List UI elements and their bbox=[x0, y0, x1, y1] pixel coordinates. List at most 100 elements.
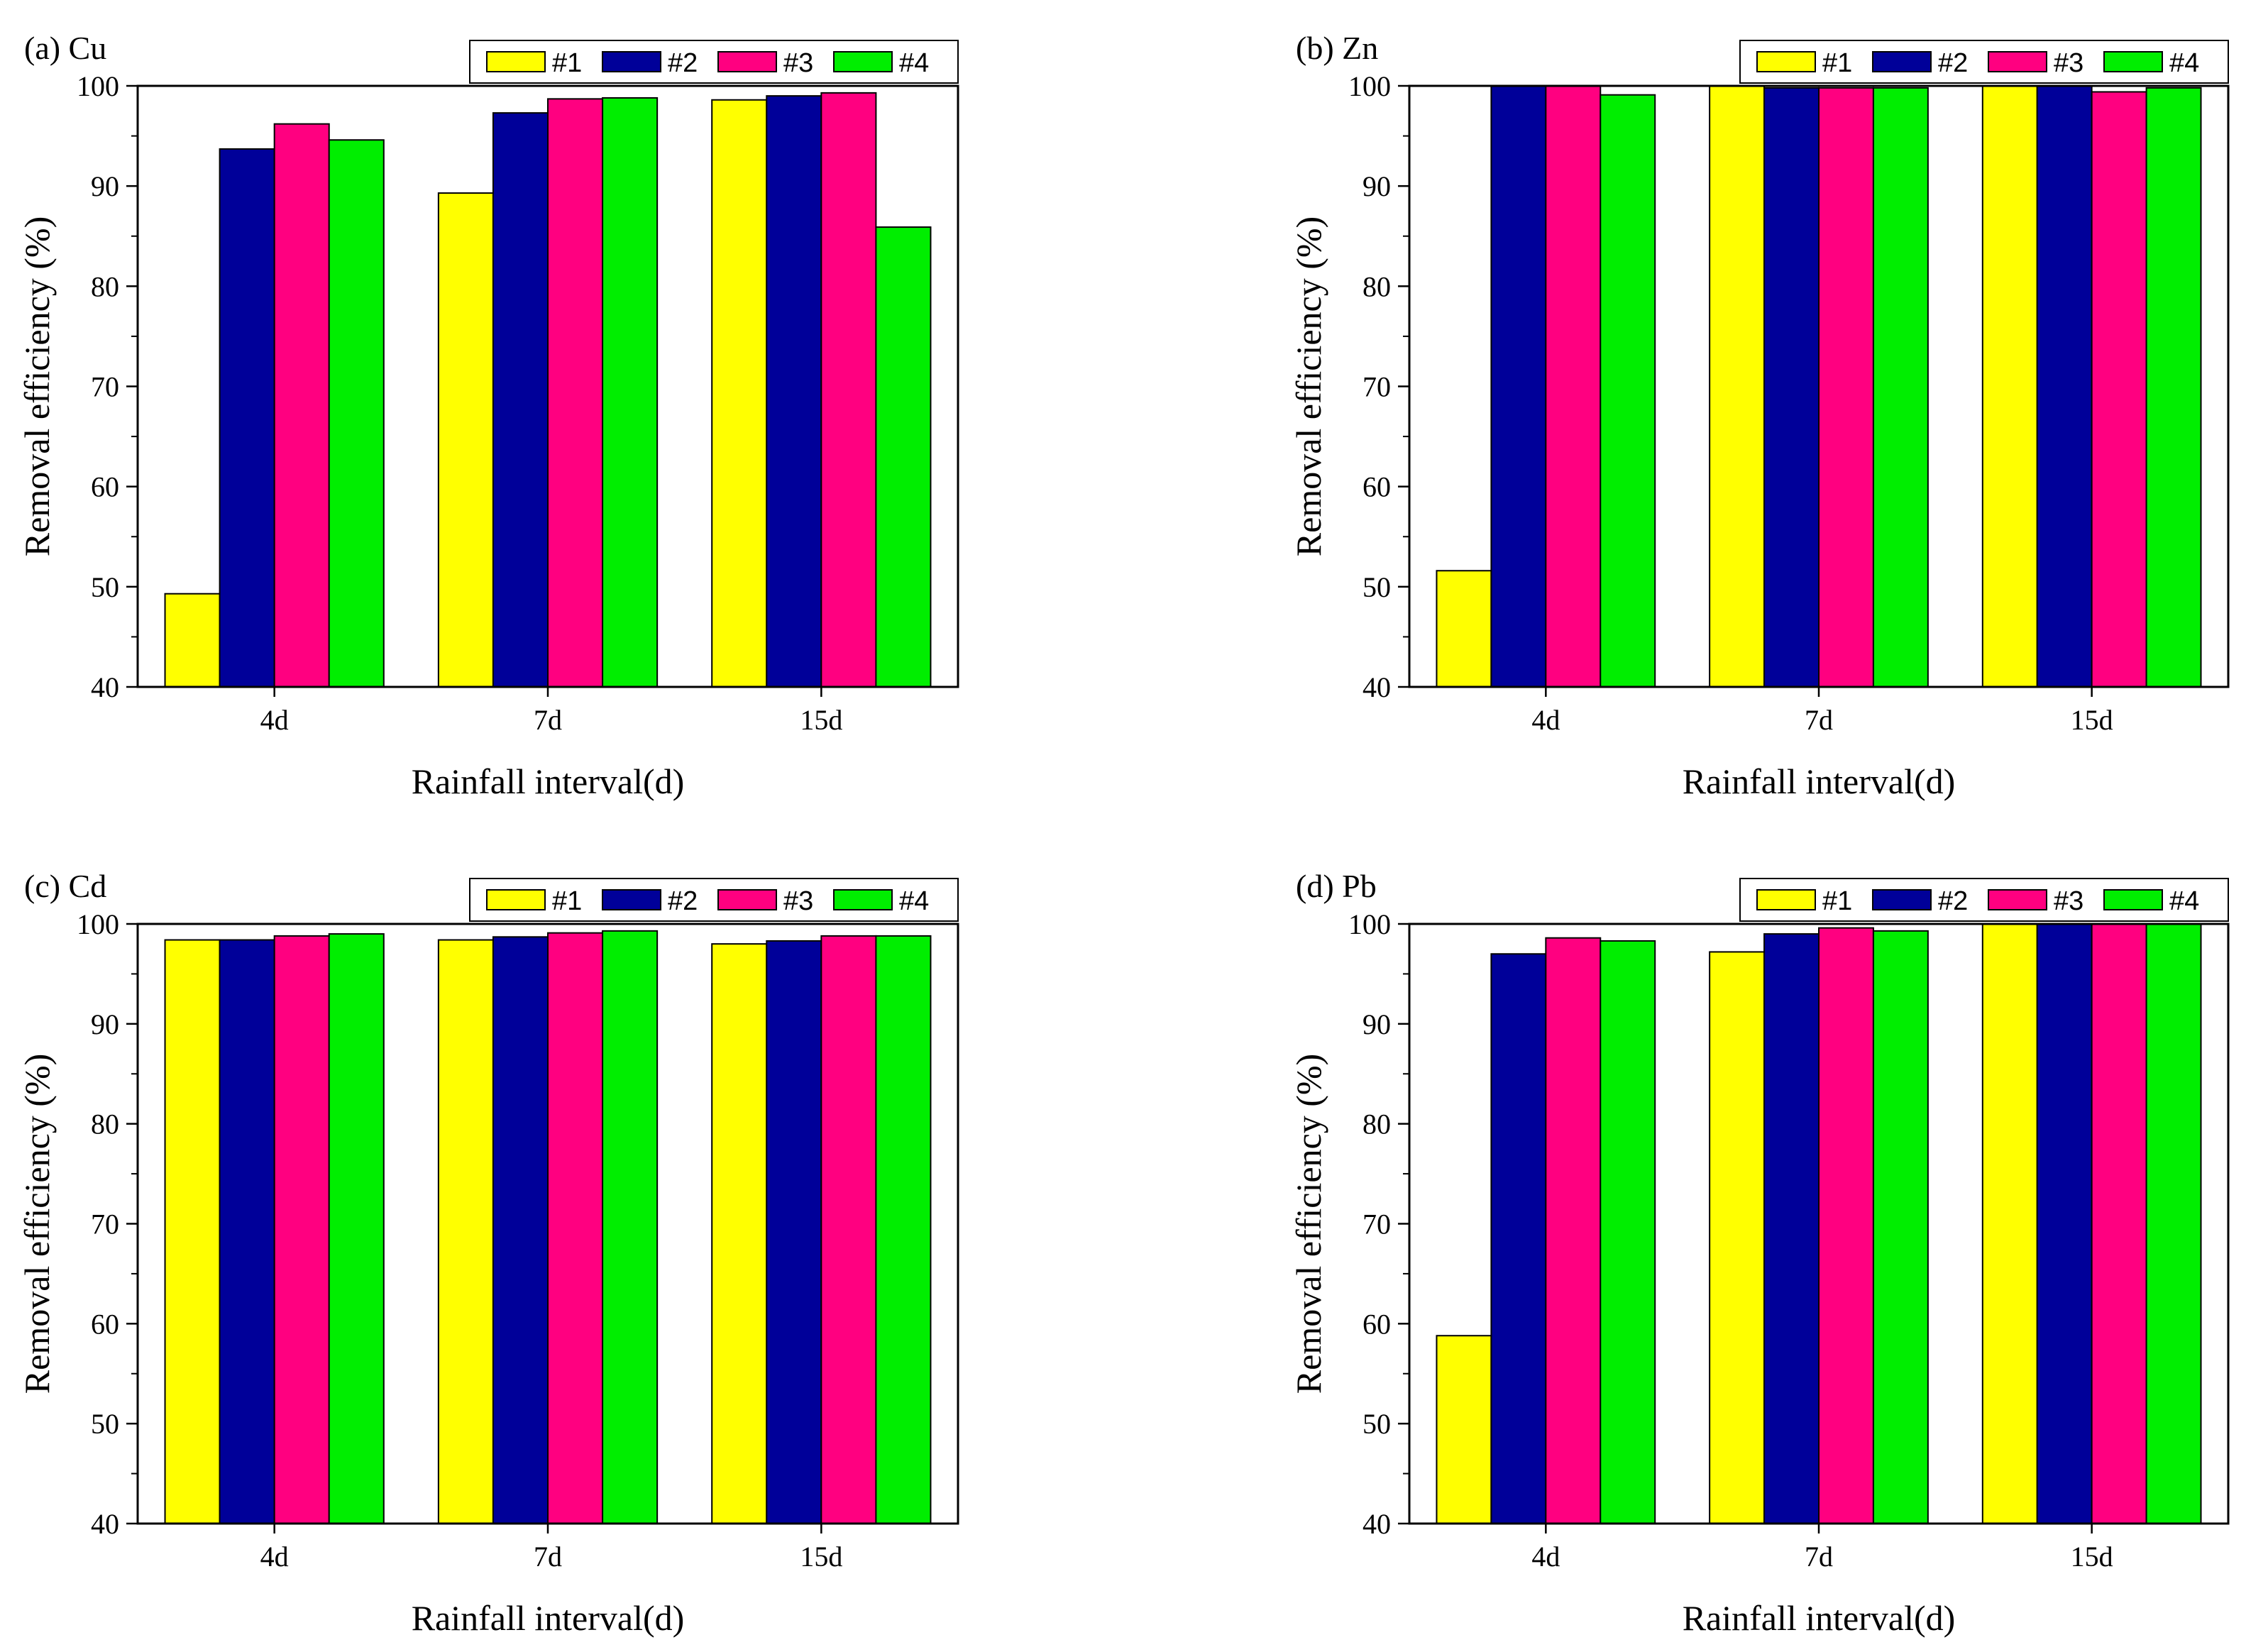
legend-swatch-4 bbox=[2103, 51, 2163, 72]
x-tick-label: 4d bbox=[260, 704, 289, 736]
bar-15d-series-2 bbox=[2036, 85, 2093, 688]
legend-label-3: #3 bbox=[783, 886, 813, 916]
bar-15d-series-3 bbox=[820, 935, 877, 1524]
bar-15d-series-1 bbox=[711, 943, 768, 1524]
bar-7d-series-2 bbox=[492, 112, 549, 688]
y-axis-label: Removal efficiency (%) bbox=[1289, 216, 1328, 556]
legend-label-2: #2 bbox=[1938, 48, 1968, 78]
legend-swatch-4 bbox=[833, 51, 893, 72]
bar-7d-series-3 bbox=[1818, 87, 1874, 688]
legend-swatch-1 bbox=[1756, 51, 1816, 72]
x-tick-label: 4d bbox=[1531, 704, 1560, 736]
bar-4d-series-1 bbox=[164, 593, 221, 688]
bar-15d-series-1 bbox=[711, 99, 768, 688]
bar-15d-series-4 bbox=[875, 935, 932, 1524]
bar-4d-series-2 bbox=[1490, 953, 1547, 1524]
bar-15d-series-4 bbox=[2145, 923, 2202, 1524]
bar-15d-series-4 bbox=[875, 226, 932, 688]
bar-4d-series-2 bbox=[219, 939, 275, 1524]
x-tick-label: 7d bbox=[534, 704, 562, 736]
bar-7d-series-2 bbox=[492, 936, 549, 1524]
y-tick-label: 100 bbox=[77, 908, 119, 940]
x-tick-label: 15d bbox=[800, 704, 842, 736]
legend-label-4: #4 bbox=[2169, 48, 2199, 78]
y-axis-label: Removal efficiency (%) bbox=[1289, 1054, 1328, 1394]
bar-4d-series-3 bbox=[273, 935, 330, 1524]
bar-7d-series-3 bbox=[1818, 927, 1874, 1524]
y-tick-label: 40 bbox=[91, 671, 119, 703]
legend-label-1: #1 bbox=[552, 886, 582, 916]
bar-4d-series-4 bbox=[1600, 94, 1656, 688]
bar-15d-series-2 bbox=[2036, 923, 2093, 1524]
legend-label-1: #1 bbox=[1822, 886, 1852, 916]
y-tick-label: 90 bbox=[91, 1008, 119, 1040]
y-tick-label: 80 bbox=[1363, 270, 1391, 302]
legend-swatch-2 bbox=[602, 889, 661, 910]
legend-swatch-2 bbox=[1872, 51, 1932, 72]
legend-swatch-2 bbox=[602, 51, 661, 72]
legend-label-4: #4 bbox=[2169, 886, 2199, 916]
y-tick-label: 100 bbox=[77, 70, 119, 102]
y-tick-label: 50 bbox=[1363, 571, 1391, 603]
legend-label-2: #2 bbox=[668, 886, 698, 916]
y-tick-label: 50 bbox=[91, 571, 119, 603]
legend-label-3: #3 bbox=[2054, 48, 2083, 78]
bar-15d-series-2 bbox=[766, 940, 822, 1524]
legend-swatch-3 bbox=[717, 51, 777, 72]
x-tick-label: 15d bbox=[2071, 704, 2113, 736]
y-tick-label: 50 bbox=[1363, 1408, 1391, 1440]
x-tick-label: 15d bbox=[2071, 1541, 2113, 1573]
bar-7d-series-2 bbox=[1763, 87, 1820, 688]
panel-title: (b) Zn bbox=[1296, 30, 1378, 66]
legend: #1 #2 #3 #4 bbox=[1739, 40, 2229, 84]
y-tick-label: 80 bbox=[1363, 1108, 1391, 1140]
bar-7d-series-4 bbox=[1872, 87, 1929, 688]
y-tick-label: 60 bbox=[1363, 471, 1391, 503]
x-axis-label: Rainfall interval(d) bbox=[1683, 1598, 1956, 1638]
legend-swatch-4 bbox=[2103, 889, 2163, 910]
bar-15d-series-3 bbox=[820, 92, 877, 688]
bar-15d-series-2 bbox=[766, 95, 822, 688]
bar-15d-series-1 bbox=[1981, 923, 2038, 1524]
bar-7d-series-4 bbox=[602, 930, 659, 1524]
y-tick-label: 100 bbox=[1348, 908, 1391, 940]
bar-7d-series-1 bbox=[437, 939, 494, 1524]
bar-4d-series-3 bbox=[1545, 85, 1602, 688]
y-tick-label: 80 bbox=[91, 270, 119, 302]
panel-title: (a) Cu bbox=[24, 30, 106, 66]
y-tick-label: 70 bbox=[1363, 371, 1391, 403]
y-tick-label: 80 bbox=[91, 1108, 119, 1140]
panel-title: (c) Cd bbox=[24, 868, 106, 904]
legend-label-4: #4 bbox=[899, 48, 929, 78]
legend-swatch-3 bbox=[717, 889, 777, 910]
y-tick-label: 40 bbox=[91, 1508, 119, 1540]
x-tick-label: 4d bbox=[1531, 1541, 1560, 1573]
bar-15d-series-3 bbox=[2091, 91, 2147, 688]
x-tick-label: 15d bbox=[800, 1541, 842, 1573]
legend-swatch-1 bbox=[486, 889, 546, 910]
y-tick-label: 90 bbox=[1363, 1008, 1391, 1040]
bar-7d-series-1 bbox=[437, 192, 494, 688]
y-tick-label: 50 bbox=[91, 1408, 119, 1440]
bar-4d-series-3 bbox=[1545, 937, 1602, 1524]
bar-4d-series-1 bbox=[1436, 1335, 1492, 1524]
legend-label-4: #4 bbox=[899, 886, 929, 916]
y-tick-label: 60 bbox=[1363, 1308, 1391, 1340]
y-tick-label: 90 bbox=[91, 170, 119, 202]
chart-panel-3: (c) Cd 4d 7d 15d 40 50 60 70 80 90 100 Rainfall int… bbox=[17, 868, 959, 1638]
x-tick-label: 7d bbox=[1805, 1541, 1833, 1573]
bar-7d-series-1 bbox=[1709, 951, 1766, 1524]
y-tick-label: 100 bbox=[1348, 70, 1391, 102]
y-axis-label: Removal efficiency (%) bbox=[17, 216, 57, 556]
x-tick-label: 4d bbox=[260, 1541, 289, 1573]
bar-15d-series-4 bbox=[2145, 87, 2202, 688]
bar-7d-series-3 bbox=[547, 98, 604, 688]
bar-7d-series-2 bbox=[1763, 933, 1820, 1525]
bar-4d-series-3 bbox=[273, 123, 330, 688]
panel-title: (d) Pb bbox=[1296, 868, 1377, 904]
y-tick-label: 40 bbox=[1363, 1508, 1391, 1540]
bar-4d-series-2 bbox=[1490, 85, 1547, 688]
bar-4d-series-1 bbox=[1436, 570, 1492, 688]
bar-7d-series-4 bbox=[1872, 930, 1929, 1524]
